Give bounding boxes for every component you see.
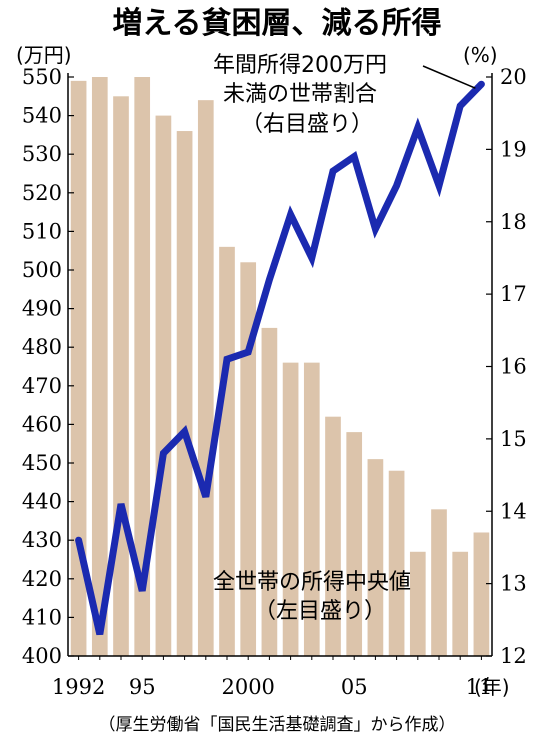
bar-2006 [367, 459, 384, 656]
line-label-leader [422, 65, 476, 89]
x-tick-label: 05 [341, 675, 368, 699]
left-tick-label: 430 [22, 528, 62, 552]
left-tick-label: 530 [22, 142, 62, 166]
right-tick-label: 13 [500, 572, 527, 596]
right-axis-ticks: 12 13 14 15 16 17 18 19 20 [486, 65, 527, 668]
line-series-axis-note: （右目盛り） [241, 112, 373, 137]
x-tick-label: 2000 [221, 675, 274, 699]
bar-1997 [176, 131, 193, 657]
right-tick-label: 12 [500, 644, 527, 668]
right-tick-label: 19 [500, 137, 527, 161]
x-tick-label: 11 [466, 675, 493, 699]
bar-2008 [409, 551, 426, 656]
left-tick-label: 480 [22, 335, 62, 359]
line-series [75, 80, 485, 636]
bar-series [70, 77, 490, 657]
bar-2000 [240, 262, 257, 656]
bar-2009 [431, 509, 447, 656]
left-tick-label: 510 [22, 219, 62, 243]
x-tick-label: 95 [129, 675, 156, 699]
left-tick-label: 520 [22, 181, 62, 205]
left-tick-label: 450 [22, 451, 62, 475]
bar-1999 [219, 246, 235, 656]
bar-series-axis-note: （左目盛り） [254, 599, 386, 624]
left-tick-label: 550 [22, 65, 62, 89]
left-tick-label: 470 [22, 374, 62, 398]
left-tick-label: 410 [22, 605, 62, 629]
x-tick-label: 1992 [52, 675, 105, 699]
right-tick-label: 15 [500, 427, 527, 451]
right-axis-unit: (%) [463, 43, 498, 67]
bar-2003 [303, 362, 320, 656]
bar-1996 [155, 115, 172, 657]
left-axis-unit: (万円) [16, 43, 72, 67]
right-tick-label: 20 [500, 65, 527, 89]
bar-2010 [452, 551, 469, 656]
bar-2005 [346, 432, 363, 656]
chart-title: 増える貧困層、減る所得 [112, 6, 441, 41]
bar-2004 [325, 416, 341, 656]
bar-2002 [282, 362, 299, 656]
line-series-label-1: 年間所得200万円 [213, 53, 387, 78]
bar-1992 [70, 80, 87, 657]
left-tick-label: 490 [22, 297, 62, 321]
left-tick-label: 420 [22, 567, 62, 591]
bar-1998 [197, 100, 214, 656]
right-tick-label: 14 [500, 499, 527, 523]
bar-2001 [261, 327, 278, 656]
left-axis-ticks: 400 410 420 430 440 450 460 470 480 490 500 510 520 5… [22, 65, 74, 668]
x-axis-ticks: 1992 95 2000 05 11 [52, 656, 493, 699]
right-tick-label: 18 [500, 210, 527, 234]
left-tick-label: 500 [22, 258, 62, 282]
bar-2007 [388, 470, 405, 656]
bar-1994 [113, 96, 129, 657]
right-tick-label: 17 [500, 282, 527, 306]
bar-2011 [473, 532, 490, 656]
axes [67, 73, 493, 657]
right-tick-label: 16 [500, 355, 527, 379]
source-note: （厚生労働省「国民生活基礎調査」から作成） [99, 715, 456, 735]
x-axis-unit: (年) [474, 675, 510, 699]
bar-1993 [91, 77, 108, 656]
left-tick-label: 440 [22, 490, 62, 514]
left-tick-label: 540 [22, 104, 62, 128]
bar-series-label: 全世帯の所得中央値 [213, 570, 411, 595]
bar-1995 [134, 77, 151, 656]
left-tick-label: 400 [22, 644, 62, 668]
line-series-label-2: 未満の世帯割合 [223, 82, 377, 107]
left-tick-label: 460 [22, 412, 62, 436]
